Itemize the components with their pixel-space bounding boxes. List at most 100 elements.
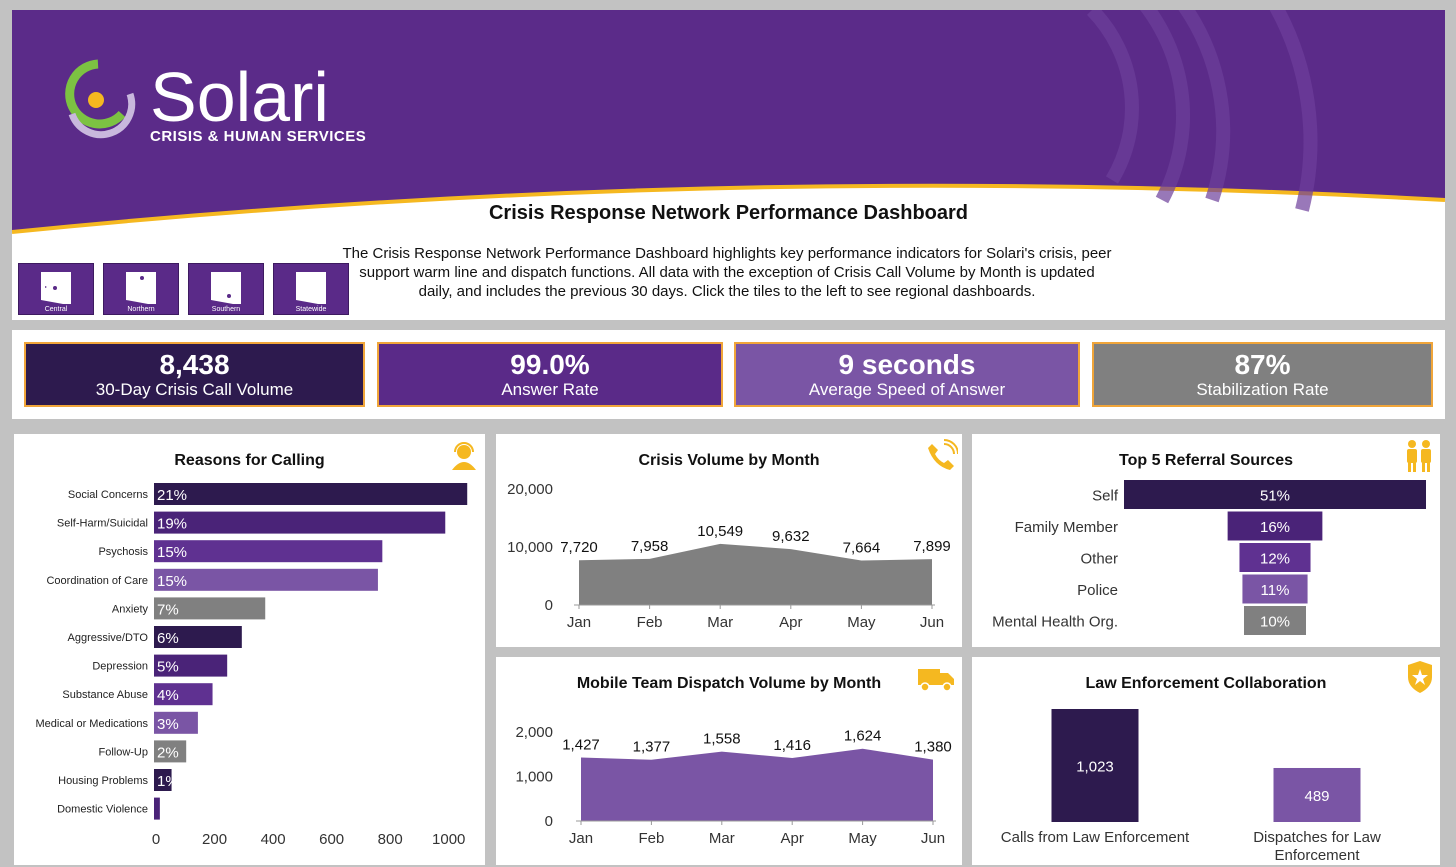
reasons-panel: Reasons for Calling Social Concerns 21% Se… — [14, 434, 485, 865]
x-tick-label: 400 — [261, 831, 286, 848]
category-label: Police — [1077, 582, 1118, 599]
data-label: 10% — [1260, 614, 1290, 631]
data-label: 2% — [157, 744, 179, 761]
kpi-label: Average Speed of Answer — [808, 380, 1006, 399]
kpi-value: 8,438 — [159, 349, 230, 380]
data-label: 4% — [157, 687, 179, 704]
y-tick-label: 0 — [545, 597, 553, 614]
category-label: Substance Abuse — [62, 689, 148, 701]
category-label: Housing Problems — [58, 775, 148, 787]
category-label: Follow-Up — [98, 746, 148, 758]
category-label: Other — [1080, 551, 1118, 568]
data-label: 1,416 — [773, 737, 811, 754]
tile-label: Southern — [211, 306, 241, 313]
data-label: 15% — [157, 573, 187, 590]
x-tick-label: 200 — [202, 831, 227, 848]
dispatch-chart: 0 1,000 2,000 Jan 1,427 Feb 1,377 Mar 1,558 Apr 1,… — [515, 724, 952, 847]
people-icon — [1407, 440, 1431, 472]
data-label: 1,427 — [562, 736, 600, 753]
data-label: 1,023 — [1076, 759, 1114, 776]
category-label: Psychosis — [98, 546, 148, 558]
bar — [154, 740, 187, 763]
kpi-answer-rate: 99.0% Answer Rate — [377, 342, 723, 407]
law-panel: Law Enforcement Collaboration 1,023 Calls… — [972, 657, 1440, 865]
data-label: 1,558 — [703, 731, 741, 748]
x-tick-label: Jun — [920, 614, 944, 631]
funnel-bar — [1124, 480, 1426, 509]
data-label: 19% — [157, 516, 187, 533]
crisis-volume-panel: Crisis Volume by Month 0 10,000 20,000 Jan 7… — [496, 434, 962, 647]
data-label: 7,958 — [631, 538, 669, 555]
data-label: 7,899 — [913, 538, 951, 555]
bar — [154, 654, 228, 677]
kpi-value: 9 seconds — [838, 349, 976, 380]
bar — [154, 626, 242, 648]
funnel-bar — [1244, 606, 1306, 635]
bar — [154, 683, 213, 706]
page-description: The Crisis Response Network Performance … — [342, 245, 1112, 300]
dashboard-header: Solari CRISIS & HUMAN SERVICES Crisis Re… — [12, 10, 1445, 320]
data-label: 7,664 — [843, 540, 881, 557]
x-tick-label: Jan — [567, 614, 591, 631]
crisis-volume-title: Crisis Volume by Month — [638, 452, 820, 469]
bar — [154, 511, 446, 534]
y-tick-label: 10,000 — [507, 539, 553, 556]
y-tick-label: 20,000 — [507, 481, 553, 498]
phone-icon — [928, 439, 958, 470]
banner-background — [12, 10, 1445, 234]
category-label: Enforcement — [1274, 847, 1360, 864]
region-tile-central[interactable]: Central — [18, 263, 94, 315]
region-tile-northern[interactable]: Northern — [103, 263, 179, 315]
funnel-bar — [1242, 574, 1308, 604]
area-series — [579, 543, 932, 605]
logo-tagline: CRISIS & HUMAN SERVICES — [150, 128, 367, 145]
bar — [1273, 767, 1361, 822]
category-label: Depression — [92, 661, 148, 673]
data-label: 1,624 — [844, 728, 882, 745]
bar — [154, 568, 378, 591]
region-tile-southern[interactable]: Southern — [188, 263, 264, 315]
data-label: 3% — [157, 716, 179, 733]
data-label: 1,380 — [914, 739, 952, 756]
kpi-call-volume: 8,438 30-Day Crisis Call Volume — [24, 342, 365, 407]
x-tick-label: Jan — [569, 830, 593, 847]
x-tick-label: 600 — [319, 831, 344, 848]
arizona-map-icon — [211, 272, 241, 304]
x-tick-label: Apr — [779, 614, 802, 631]
data-label: 1,377 — [633, 739, 671, 756]
badge-icon — [1408, 661, 1432, 693]
data-label: 1% — [157, 773, 179, 790]
x-tick-label: Feb — [638, 830, 664, 847]
kpi-stabilization-rate: 87% Stabilization Rate — [1092, 342, 1433, 407]
bar — [154, 711, 198, 734]
dispatch-title: Mobile Team Dispatch Volume by Month — [576, 675, 882, 692]
category-label: Coordination of Care — [46, 575, 148, 587]
law-title: Law Enforcement Collaboration — [1085, 675, 1327, 692]
region-tile-statewide[interactable]: Statewide — [273, 263, 349, 315]
category-label: Self — [1092, 488, 1119, 505]
data-label: 12% — [1260, 551, 1290, 568]
area-series — [581, 748, 933, 821]
tile-label: Statewide — [295, 306, 327, 313]
kpi-label: Stabilization Rate — [1196, 380, 1329, 399]
kpi-label: 30-Day Crisis Call Volume — [95, 380, 294, 399]
x-tick-label: Mar — [709, 830, 735, 847]
data-label: 7% — [157, 601, 179, 618]
data-label: 489 — [1304, 788, 1329, 805]
data-label: 10,549 — [697, 523, 743, 540]
category-label: Dispatches for Law — [1253, 829, 1381, 846]
data-label: 11% — [1261, 582, 1290, 599]
x-tick-label: Apr — [781, 830, 804, 847]
law-chart: 1,023 Calls from Law Enforcement 489 Dispat… — [1001, 709, 1381, 864]
category-label: Calls from Law Enforcement — [1001, 829, 1190, 846]
dispatch-panel: Mobile Team Dispatch Volume by Month 0 1,… — [496, 657, 962, 865]
data-label: 6% — [157, 630, 179, 647]
data-label: 21% — [157, 487, 187, 504]
category-label: Domestic Violence — [57, 804, 148, 816]
x-tick-label: Jun — [921, 830, 945, 847]
x-tick-label: 1000 — [432, 831, 465, 848]
referrals-chart: Self 51% Family Member 16% Other 12% Police 11%… — [992, 480, 1426, 635]
reasons-title: Reasons for Calling — [174, 452, 325, 469]
page-title: Crisis Response Network Performance Dash… — [488, 202, 969, 224]
bar — [154, 769, 172, 791]
